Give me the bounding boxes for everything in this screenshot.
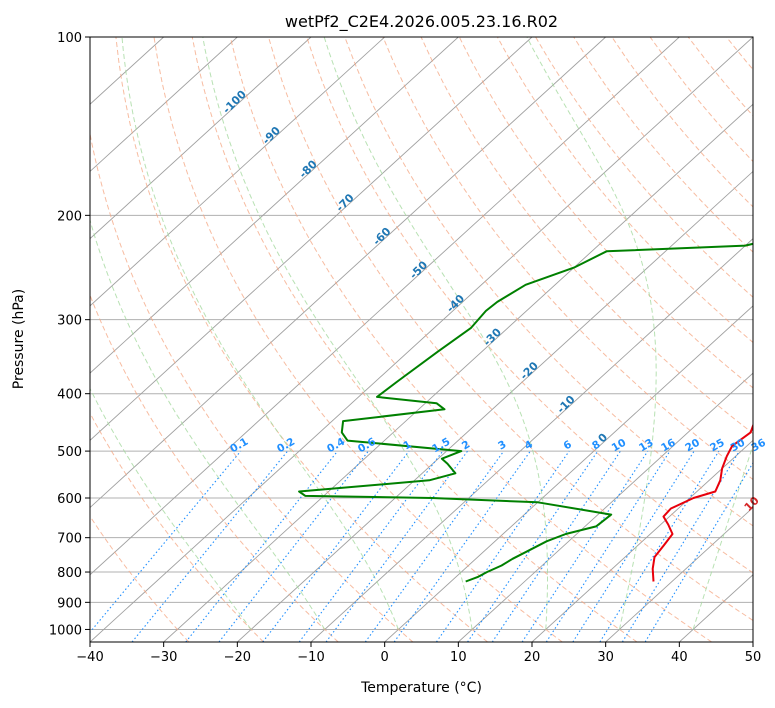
moist-adiabat-line bbox=[202, 37, 473, 630]
x-tick-label: 10 bbox=[450, 650, 467, 665]
mixing-ratio-line bbox=[218, 450, 369, 642]
mixing-ratio-line bbox=[185, 450, 339, 642]
isotherm-line bbox=[384, 305, 753, 642]
dry-adiabat-line bbox=[90, 412, 264, 642]
mixing-ratio-line bbox=[644, 461, 753, 642]
isotherm-line bbox=[752, 641, 753, 642]
x-tick-label: −10 bbox=[297, 650, 324, 665]
grid-layer bbox=[90, 37, 753, 642]
y-tick-label: 900 bbox=[57, 596, 82, 611]
isotherm-line bbox=[90, 37, 385, 307]
chart-title: wetPf2_C2E4.2026.005.23.16.R02 bbox=[285, 12, 558, 32]
moist-adiabat-line bbox=[692, 443, 753, 630]
y-tick-label: 800 bbox=[57, 566, 82, 581]
isotherm-line bbox=[90, 37, 606, 509]
moist-adiabat-line bbox=[526, 37, 657, 630]
moist-adiabat-line bbox=[121, 37, 399, 630]
dry-adiabat-line bbox=[115, 37, 488, 642]
mixing-ratio-line bbox=[435, 450, 570, 642]
dry-adiabat-line bbox=[496, 37, 753, 344]
isotherm-line bbox=[90, 37, 680, 576]
dry-adiabat-line bbox=[344, 37, 753, 527]
moist-adiabat-line bbox=[90, 387, 252, 630]
dry-adiabat-line bbox=[268, 37, 753, 622]
x-tick-label: −30 bbox=[150, 650, 177, 665]
dry-adiabat-line bbox=[535, 37, 753, 298]
isotherm-line bbox=[163, 103, 753, 642]
moist-adiabat-line bbox=[90, 218, 326, 630]
mixing-ratio-line bbox=[599, 450, 720, 642]
dry-adiabat-line bbox=[420, 37, 753, 435]
axes-layer: −40 −30 −20 −10 0 10 20 30 40 50 100 200 300 400 500 60… bbox=[49, 31, 761, 665]
isotherm-line bbox=[90, 37, 238, 173]
dry-adiabat-line bbox=[306, 37, 753, 574]
mixing-ratio-line bbox=[90, 450, 242, 634]
mixing-ratio-line bbox=[467, 450, 599, 642]
x-tick-label: −40 bbox=[76, 650, 103, 665]
x-tick-label: 50 bbox=[745, 650, 762, 665]
isotherm-line bbox=[237, 170, 753, 642]
isotherm-line bbox=[90, 37, 753, 642]
dry-adiabat-line bbox=[229, 37, 712, 642]
plot-frame bbox=[89, 36, 754, 643]
mixing-ratio-line bbox=[262, 450, 410, 642]
temperature-profile-line bbox=[651, 422, 753, 582]
dry-adiabat-line bbox=[153, 37, 563, 642]
y-tick-label: 1000 bbox=[49, 623, 82, 638]
mixing-ratio-line bbox=[393, 450, 531, 642]
x-axis-label: Temperature (°C) bbox=[360, 680, 482, 696]
dry-adiabat-line bbox=[191, 37, 638, 642]
x-tick-label: 0 bbox=[381, 650, 389, 665]
x-tick-label: −20 bbox=[224, 650, 251, 665]
mixing-ratio-line bbox=[572, 450, 695, 642]
mixing-ratio-line bbox=[621, 450, 740, 642]
y-tick-label: 300 bbox=[57, 314, 82, 329]
dry-adiabat-line bbox=[90, 131, 414, 642]
x-tick-label: 40 bbox=[671, 650, 688, 665]
y-tick-label: 200 bbox=[57, 209, 82, 224]
isotherm-line bbox=[531, 439, 753, 642]
y-tick-label: 600 bbox=[57, 492, 82, 507]
y-axis-label: Pressure (hPa) bbox=[11, 289, 27, 389]
y-tick-label: 400 bbox=[57, 388, 82, 403]
isotherm-line bbox=[90, 37, 533, 441]
mixing-ratio-line bbox=[131, 450, 289, 642]
y-tick-label: 500 bbox=[57, 445, 82, 460]
dry-adiabat-line bbox=[765, 37, 775, 642]
mixing-ratio-layer bbox=[90, 450, 753, 642]
dewpoint-profile-line bbox=[298, 242, 753, 583]
isotherm-line bbox=[90, 37, 312, 240]
x-tick-label: 20 bbox=[524, 650, 541, 665]
mixing-ratio-line bbox=[364, 450, 505, 642]
x-tick-label: 30 bbox=[597, 650, 614, 665]
isotherm-line bbox=[90, 37, 459, 374]
isotherm-line bbox=[458, 372, 753, 642]
moist-adiabat-line bbox=[323, 37, 548, 630]
y-tick-label: 100 bbox=[57, 31, 82, 46]
series-layer bbox=[298, 242, 753, 583]
y-tick-label: 700 bbox=[57, 532, 82, 547]
isotherm-line bbox=[605, 506, 753, 642]
